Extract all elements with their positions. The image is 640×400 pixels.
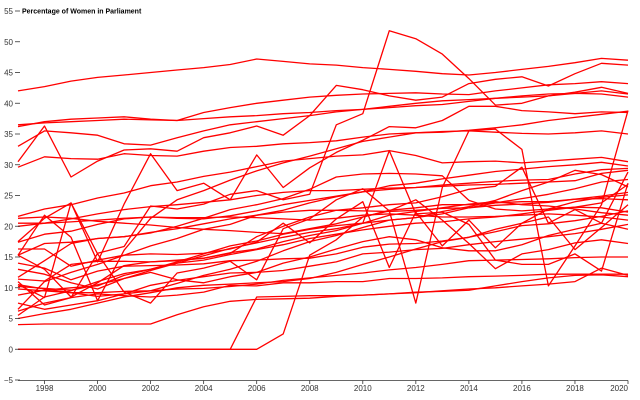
series-line xyxy=(17,110,629,302)
series-line xyxy=(17,169,629,298)
series-line xyxy=(17,169,629,227)
x-axis: 1998 2000 2002 2004 2006 2008 2010 2012 2014 2016… xyxy=(18,380,629,393)
y-tick-label: 30 xyxy=(4,161,13,170)
y-axis: −5 0 5 10 15 20 25 30 35 40 45 50 55 xyxy=(4,7,20,385)
series-line xyxy=(18,213,629,224)
y-tick-label: 50 xyxy=(4,38,13,47)
y-tick-label: 45 xyxy=(4,69,13,78)
y-tick-label: 5 xyxy=(9,315,14,324)
x-tick-label: 2020 xyxy=(610,384,628,393)
x-tick-label: 2012 xyxy=(407,384,425,393)
series-line xyxy=(17,62,629,178)
x-tick-label: 2018 xyxy=(566,384,584,393)
x-tick-label: 2002 xyxy=(142,384,160,393)
series-line xyxy=(17,166,629,282)
y-tick-label: 20 xyxy=(4,222,13,231)
series-line xyxy=(17,194,629,320)
series-line xyxy=(17,92,629,147)
series-line xyxy=(17,90,629,128)
series-line xyxy=(17,183,629,316)
series-line xyxy=(17,161,629,310)
series-line xyxy=(17,30,629,306)
series-line xyxy=(17,167,629,243)
series-line xyxy=(17,201,629,298)
plot-area xyxy=(17,30,629,350)
series-line xyxy=(17,81,629,126)
series-line xyxy=(17,256,628,294)
x-tick-label: 2006 xyxy=(248,384,266,393)
series-line xyxy=(17,110,629,304)
x-tick-label: 1998 xyxy=(36,384,54,393)
series-line xyxy=(17,130,629,168)
series-line xyxy=(17,274,629,326)
y-tick-label: 0 xyxy=(9,345,14,354)
x-tick-label: 2010 xyxy=(354,384,372,393)
x-tick-label: 2000 xyxy=(89,384,107,393)
x-tick-label: 2014 xyxy=(460,384,478,393)
series-line xyxy=(17,172,629,278)
y-axis-title: Percentage of Women in Parliament xyxy=(22,9,142,16)
y-tick-label: 15 xyxy=(4,253,13,262)
series-line xyxy=(17,210,629,281)
x-tick-label: 2008 xyxy=(301,384,319,393)
series-line xyxy=(17,178,629,296)
y-tick-label: 10 xyxy=(4,284,13,293)
series-line xyxy=(17,222,629,290)
series-line xyxy=(17,273,628,312)
y-tick-label: 35 xyxy=(4,130,13,139)
series-line xyxy=(17,149,629,291)
series-line xyxy=(17,57,629,92)
series-line xyxy=(18,267,629,350)
x-tick-label: 2004 xyxy=(195,384,213,393)
x-tick-label: 2016 xyxy=(513,384,531,393)
series-line xyxy=(17,197,629,235)
series-line xyxy=(17,149,629,218)
y-tick-label: −5 xyxy=(4,376,14,385)
y-tick-label: 55 xyxy=(4,7,13,16)
y-tick-label: 25 xyxy=(4,192,13,201)
y-tick-label: 40 xyxy=(4,99,13,108)
